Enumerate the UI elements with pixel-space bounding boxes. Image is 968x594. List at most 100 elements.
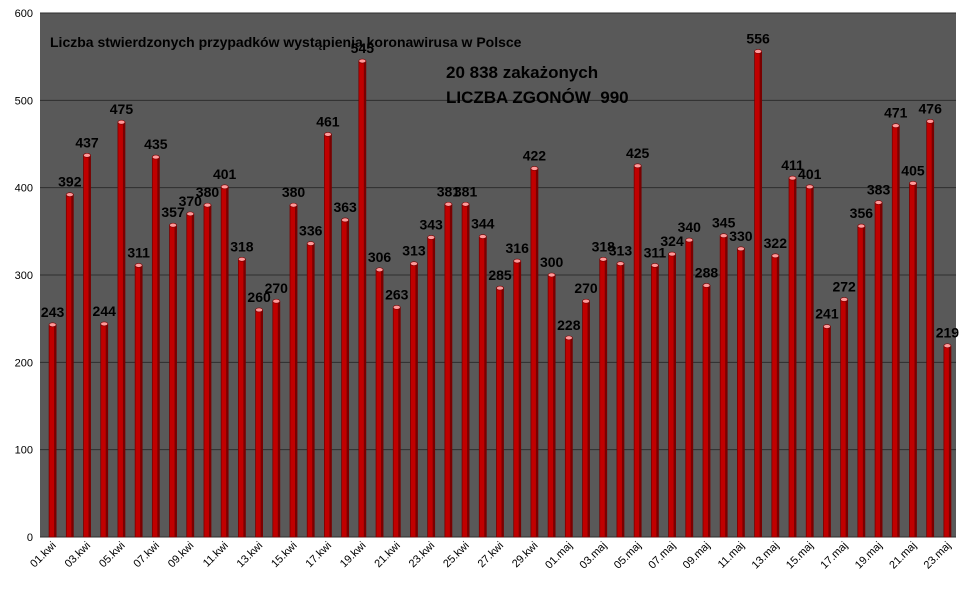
y-tick-label: 400: [15, 183, 33, 195]
bar-cap: [496, 285, 504, 291]
bar-side: [656, 265, 659, 537]
bar-side: [931, 121, 934, 537]
bar-cap: [427, 235, 435, 240]
x-tick-label: 05.maj: [612, 540, 644, 572]
bar-series: [48, 49, 952, 538]
data-label: 243: [41, 304, 65, 320]
x-tick-label: 05.kwi: [97, 540, 128, 571]
x-axis: 01.kwi 03.kwi 05.kwi 07.kwi 09.kwi 11.kwi 13.k…: [28, 540, 953, 572]
bar-side: [277, 301, 280, 537]
data-label: 370: [179, 193, 203, 209]
bar-cap: [66, 192, 74, 197]
data-label: 306: [368, 249, 392, 265]
bar-side: [570, 337, 573, 537]
bar-cap: [169, 222, 177, 228]
data-label: 345: [712, 215, 736, 231]
x-tick-label: 23.maj: [922, 540, 954, 572]
bar-cap: [48, 322, 57, 328]
bar-side: [122, 122, 125, 538]
data-label: 475: [110, 101, 134, 117]
bar-cap: [324, 132, 332, 137]
bar-cap: [134, 263, 143, 268]
bar-side: [312, 243, 315, 537]
bar-cap: [547, 272, 556, 278]
x-tick-label: 13.maj: [750, 540, 782, 572]
bar-cap: [220, 184, 229, 190]
x-tick-label: 07.maj: [646, 540, 678, 572]
bar-side: [243, 259, 246, 537]
data-label: 381: [454, 183, 478, 199]
bar-side: [88, 155, 91, 537]
bar-cap: [891, 123, 900, 128]
data-label: 411: [781, 157, 804, 173]
bar-cap: [358, 58, 367, 64]
bar-cap: [805, 184, 814, 190]
bar-cap: [651, 263, 659, 268]
x-tick-label: 03.kwi: [63, 540, 94, 571]
data-label: 476: [919, 100, 943, 116]
bar-cap: [633, 163, 642, 169]
data-label: 260: [247, 289, 271, 305]
bar-cap: [289, 202, 298, 208]
data-label: 285: [488, 267, 512, 283]
x-tick-label: 21.kwi: [372, 540, 403, 571]
bar-cap: [582, 298, 590, 304]
bar-side: [587, 301, 590, 537]
bar-cap: [840, 297, 848, 302]
data-label: 461: [316, 113, 340, 129]
bar-side: [673, 254, 676, 538]
bar-cap: [203, 202, 212, 208]
data-label: 437: [75, 134, 99, 150]
bar-side: [140, 265, 143, 537]
bar-cap: [375, 267, 384, 273]
x-tick-label: 11.maj: [716, 540, 747, 571]
x-tick-label: 03.maj: [578, 540, 610, 572]
data-label: 228: [557, 317, 581, 333]
bar-side: [518, 261, 521, 537]
bar-side: [191, 213, 194, 537]
bar-cap: [272, 298, 281, 304]
x-tick-label: 13.kwi: [235, 540, 266, 571]
x-tick-label: 15.kwi: [269, 540, 300, 571]
x-tick-label: 09.maj: [681, 540, 713, 572]
data-label: 401: [798, 166, 822, 182]
annotation-infected: 20 838 zakażonych: [446, 63, 598, 82]
data-label: 343: [419, 216, 443, 232]
bar-side: [811, 186, 814, 537]
bar-side: [415, 263, 418, 537]
bar-cap: [530, 166, 539, 171]
bar-side: [54, 324, 57, 537]
bar-cap: [926, 118, 934, 124]
bar-side: [794, 178, 797, 537]
bar-side: [157, 157, 160, 537]
bar-side: [535, 168, 538, 537]
bar-side: [725, 235, 728, 537]
data-label: 318: [592, 238, 616, 254]
bar-cap: [444, 201, 453, 207]
bar-cap: [565, 335, 573, 341]
bar-cap: [306, 241, 315, 246]
data-label: 336: [299, 223, 323, 239]
y-tick-label: 0: [27, 532, 33, 544]
bar-cap: [255, 307, 263, 313]
data-label: 405: [901, 162, 925, 178]
y-axis: 0 100 200 300 400 500 600: [15, 8, 33, 544]
data-label: 356: [850, 205, 874, 221]
bar-side: [432, 237, 435, 538]
bar-cap: [823, 324, 831, 329]
bar-cap: [599, 256, 608, 262]
data-label: 344: [471, 216, 495, 232]
data-label: 288: [695, 264, 719, 280]
bar-side: [381, 269, 384, 537]
bar-side: [346, 219, 349, 538]
bar-side: [226, 186, 229, 537]
x-tick-label: 19.maj: [853, 540, 885, 572]
bar-cap: [857, 223, 866, 229]
bar-side: [690, 240, 693, 538]
data-label: 401: [213, 166, 237, 182]
bar-side: [105, 323, 108, 537]
x-tick-label: 23.kwi: [407, 540, 438, 571]
x-tick-label: 09.kwi: [166, 540, 197, 571]
y-tick-label: 600: [15, 8, 33, 20]
